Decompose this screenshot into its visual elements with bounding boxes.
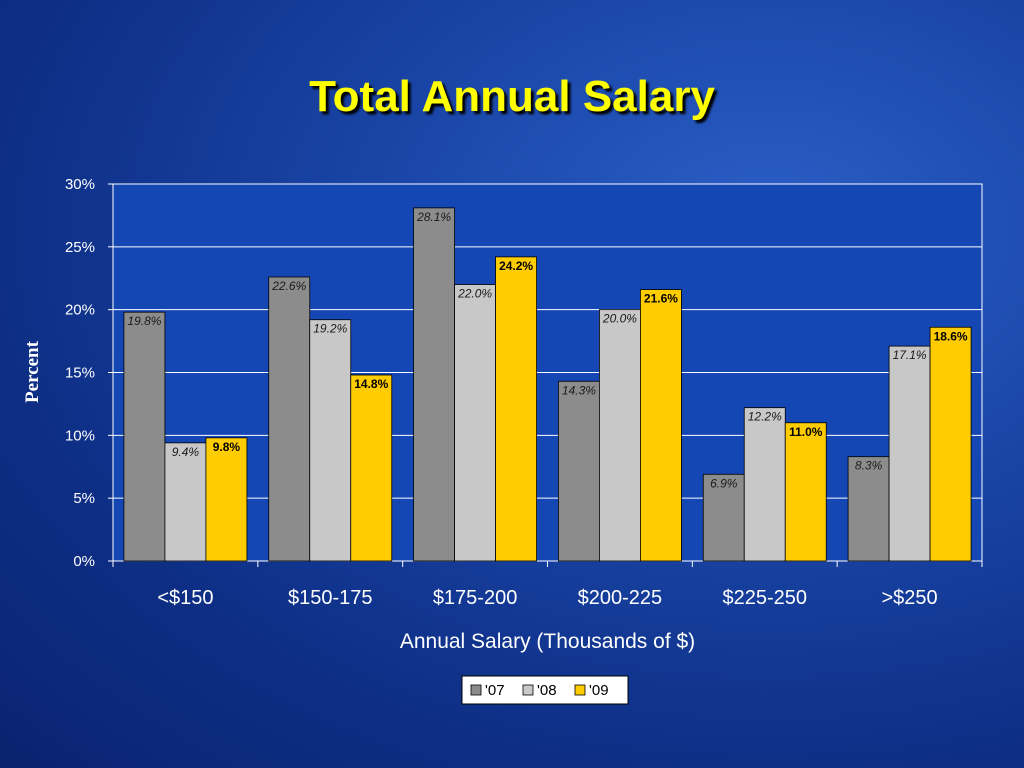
axes: 0% 5% 10% 15% 20% 25% 30% <$150 $150-175 $175-200… — [65, 176, 983, 609]
data-label: 14.8% — [354, 377, 388, 391]
x-axis-title: Annual Salary (Thousands of $) — [400, 630, 695, 653]
bar-08-3 — [599, 309, 641, 562]
x-tick-label: $200-225 — [578, 587, 663, 609]
bar-08-5 — [888, 345, 931, 562]
data-label: 8.3% — [855, 459, 883, 473]
bar-07-4 — [702, 473, 745, 562]
y-tick-label: 10% — [65, 427, 95, 444]
y-tick-label: 25% — [65, 239, 95, 256]
legend-label: '08 — [537, 682, 557, 699]
legend-swatch — [574, 684, 586, 696]
legend-label: '09 — [589, 682, 609, 699]
data-label: 22.6% — [271, 279, 306, 293]
x-tick-label: $150-175 — [288, 587, 373, 609]
x-tick-label: >$250 — [881, 587, 937, 609]
data-label: 9.8% — [213, 440, 241, 454]
legend-swatch — [470, 684, 482, 696]
bar-09-5 — [929, 326, 972, 562]
legend-swatch — [522, 684, 534, 696]
data-label: 24.2% — [499, 259, 533, 273]
data-label: 22.0% — [457, 287, 492, 301]
data-label: 18.6% — [934, 329, 968, 343]
x-tick-label: $225-250 — [722, 587, 807, 609]
bars — [123, 207, 972, 562]
x-tick-label: $175-200 — [433, 587, 518, 609]
bar-07-1 — [268, 276, 311, 562]
legend: '07 '08 '09 — [461, 675, 629, 705]
bar-09-4 — [784, 422, 827, 562]
bar-09-0 — [205, 437, 248, 562]
y-tick-label: 20% — [65, 302, 95, 319]
gridlines — [112, 183, 983, 562]
y-tick-label: 0% — [73, 553, 95, 570]
data-label: 6.9% — [710, 476, 738, 490]
y-tick-label: 15% — [65, 365, 95, 382]
x-tick-label: <$150 — [157, 587, 213, 609]
data-labels: 19.8% 9.4% 9.8% 22.6% 19.2% 14.8% 28.1% 22.0% 24… — [127, 210, 968, 490]
data-label: 14.3% — [562, 383, 596, 397]
y-axis-title: Percent — [22, 340, 43, 403]
bar-08-2 — [454, 284, 496, 562]
bar-07-3 — [558, 380, 600, 562]
y-tick-label: 5% — [73, 490, 95, 507]
bar-09-2 — [495, 256, 537, 562]
data-label: 17.1% — [893, 348, 927, 362]
bar-07-2 — [413, 207, 455, 562]
data-label: 19.8% — [127, 314, 161, 328]
data-label: 12.2% — [748, 410, 782, 424]
data-label: 20.0% — [602, 312, 637, 326]
bar-07-0 — [123, 311, 166, 562]
bar-08-4 — [743, 407, 786, 562]
data-label: 11.0% — [789, 425, 823, 439]
data-label: 19.2% — [313, 322, 347, 336]
data-label: 28.1% — [416, 210, 451, 224]
data-label: 21.6% — [644, 292, 678, 306]
data-label: 9.4% — [172, 445, 200, 459]
legend-label: '07 — [485, 682, 505, 699]
y-tick-label: 30% — [65, 176, 95, 193]
slide-title: Total Annual Salary — [309, 72, 715, 121]
bar-08-0 — [164, 442, 207, 562]
legend-box — [461, 675, 629, 705]
bar-09-1 — [350, 374, 393, 562]
bar-09-3 — [640, 289, 682, 562]
bar-08-1 — [309, 319, 352, 562]
